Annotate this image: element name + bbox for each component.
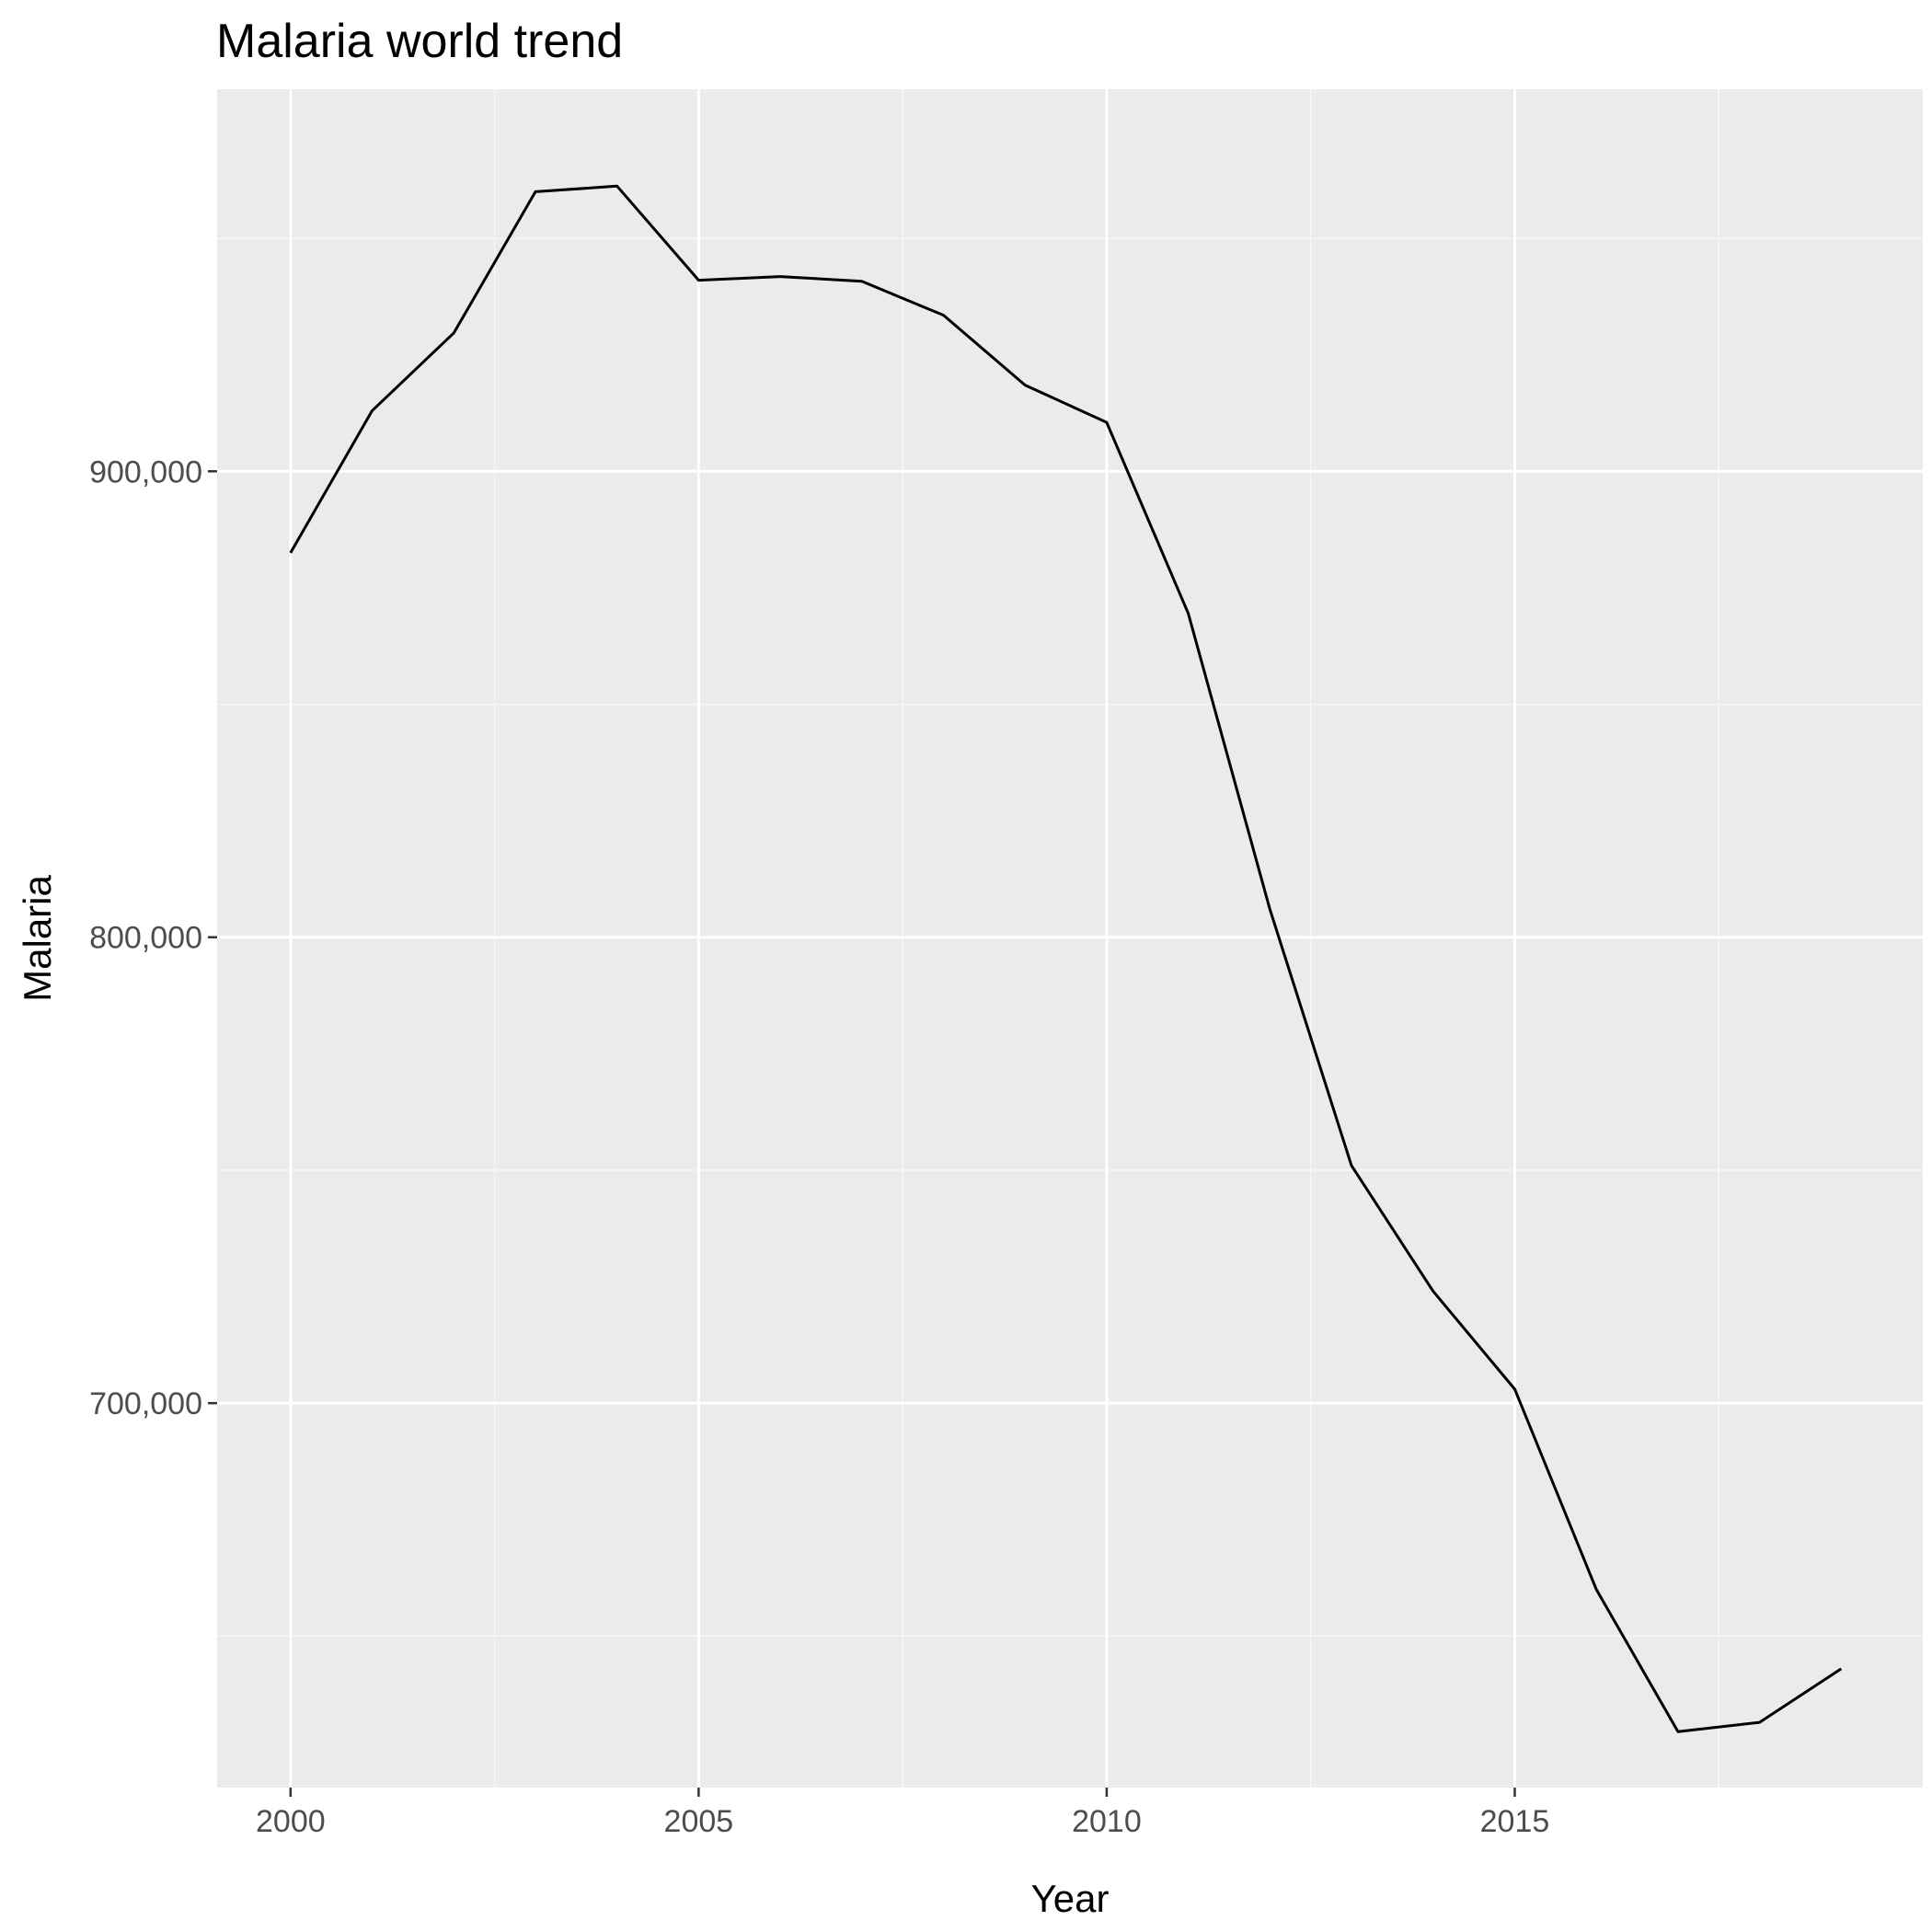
y-tick-label: 800,000: [89, 921, 202, 956]
x-tick-label: 2000: [256, 1804, 326, 1839]
y-axis-title: Malaria: [16, 875, 59, 1002]
x-axis-ticks: 2000 2005 2010 2015: [256, 1788, 1549, 1839]
x-tick-label: 2015: [1480, 1804, 1550, 1839]
x-axis-title: Year: [1031, 1877, 1110, 1920]
major-gridlines: [217, 89, 1923, 1788]
y-tick-label: 900,000: [89, 454, 202, 489]
x-tick-label: 2005: [664, 1804, 734, 1839]
series-line: [289, 184, 1843, 1733]
x-tick-label: 2010: [1072, 1804, 1142, 1839]
chart-title: Malaria world trend: [216, 15, 623, 68]
y-tick-label: 700,000: [89, 1386, 202, 1421]
series-group: [289, 184, 1843, 1733]
y-axis-ticks: 700,000 800,000 900,000: [89, 454, 217, 1421]
